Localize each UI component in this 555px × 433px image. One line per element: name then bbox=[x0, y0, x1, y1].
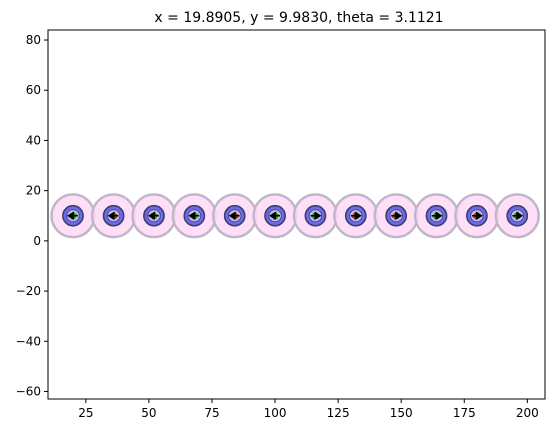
x-tick-label-150: 150 bbox=[390, 406, 413, 420]
x-tick-label-50: 50 bbox=[141, 406, 156, 420]
agent-2 bbox=[104, 206, 124, 226]
chart-title: x = 19.8905, y = 9.9830, theta = 3.1121 bbox=[154, 10, 443, 26]
x-tick-label-75: 75 bbox=[204, 406, 219, 420]
agent-6 bbox=[265, 206, 285, 226]
x-tick-label-125: 125 bbox=[327, 406, 350, 420]
agent-7 bbox=[305, 206, 325, 226]
x-tick-label-25: 25 bbox=[78, 406, 93, 420]
y-tick-label--60: −60 bbox=[16, 384, 41, 398]
agent-8 bbox=[346, 206, 366, 226]
x-tick-label-100: 100 bbox=[264, 406, 287, 420]
agent-9 bbox=[386, 206, 406, 226]
y-tick-label--40: −40 bbox=[16, 334, 41, 348]
x-tick-label-175: 175 bbox=[453, 406, 476, 420]
y-tick-label-0: 0 bbox=[33, 234, 41, 248]
x-tick-label-200: 200 bbox=[516, 406, 539, 420]
agents-layer bbox=[52, 194, 539, 237]
agent-11 bbox=[467, 206, 487, 226]
agent-5 bbox=[225, 206, 245, 226]
y-tick-label-20: 20 bbox=[26, 184, 41, 198]
y-tick-label--20: −20 bbox=[16, 284, 41, 298]
agent-10 bbox=[426, 206, 446, 226]
agent-4 bbox=[184, 206, 204, 226]
agent-12 bbox=[507, 206, 527, 226]
y-tick-label-60: 60 bbox=[26, 83, 41, 97]
agent-1 bbox=[63, 206, 83, 226]
y-tick-label-40: 40 bbox=[26, 133, 41, 147]
agent-3 bbox=[144, 206, 164, 226]
y-tick-label-80: 80 bbox=[26, 33, 41, 47]
